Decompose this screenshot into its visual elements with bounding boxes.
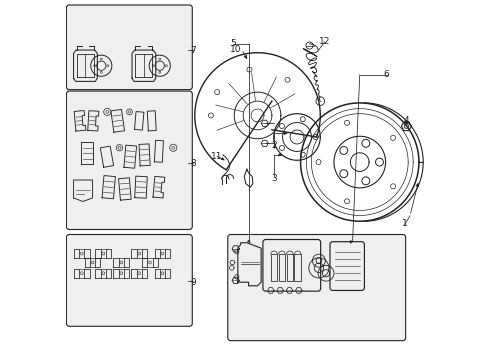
Text: 10: 10 bbox=[230, 45, 242, 54]
FancyBboxPatch shape bbox=[228, 234, 406, 341]
Text: 3: 3 bbox=[271, 174, 277, 183]
Text: 7: 7 bbox=[191, 46, 196, 55]
Bar bbox=[271, 254, 277, 281]
Text: 6: 6 bbox=[384, 70, 390, 79]
Text: 1: 1 bbox=[402, 219, 408, 228]
Bar bbox=[287, 254, 293, 281]
FancyBboxPatch shape bbox=[67, 5, 192, 90]
FancyBboxPatch shape bbox=[67, 91, 192, 229]
FancyBboxPatch shape bbox=[67, 234, 192, 326]
Text: 4: 4 bbox=[404, 116, 409, 125]
Text: 9: 9 bbox=[191, 278, 196, 287]
Bar bbox=[294, 254, 301, 281]
Bar bbox=[279, 254, 285, 281]
Text: 11: 11 bbox=[211, 152, 223, 161]
Text: 2: 2 bbox=[271, 141, 277, 150]
Text: 5: 5 bbox=[230, 39, 236, 48]
Text: 12: 12 bbox=[319, 37, 330, 46]
Text: 8: 8 bbox=[191, 159, 196, 168]
